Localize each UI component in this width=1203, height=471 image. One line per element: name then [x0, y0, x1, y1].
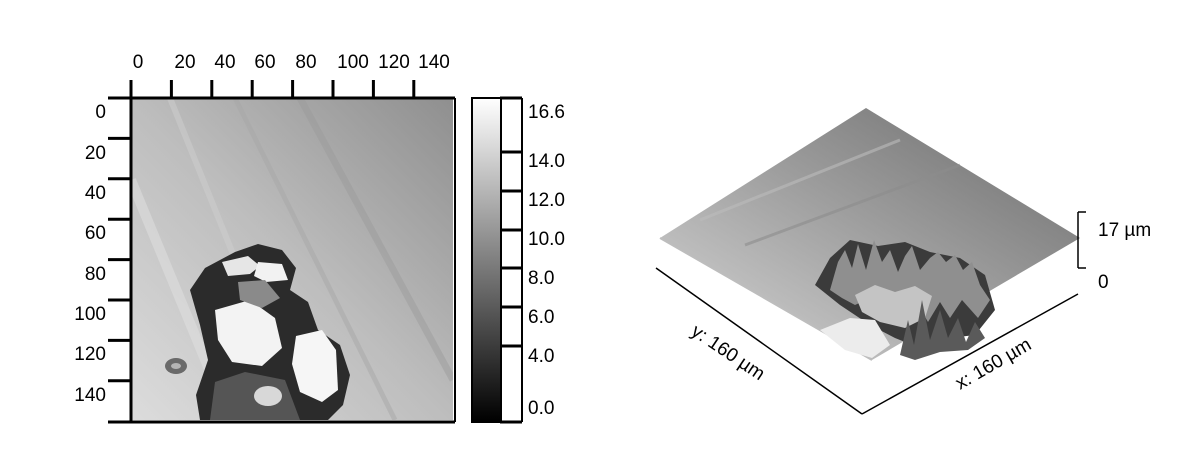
- defect-bright-patch: [215, 300, 282, 366]
- small-pit-core: [171, 363, 181, 369]
- surface-ridge: [744, 163, 961, 247]
- colorbar-tick-label: 6.0: [528, 307, 554, 328]
- z-top-label: 17 µm: [1098, 220, 1151, 241]
- pit-front-lip: [820, 318, 890, 358]
- height-map: 0 20 40 60 80 100 120 140 0 20 40 60 80 …: [74, 52, 456, 424]
- y-tick-label: 40: [85, 183, 106, 204]
- defect-bright-patch: [254, 262, 288, 282]
- colorbar: 16.6 14.0 12.0 10.0 8.0 6.0 4.0 0.0: [471, 96, 565, 424]
- surface-ridge: [699, 138, 901, 222]
- colorbar-tick-label: 12.0: [528, 190, 565, 211]
- y-tick-label: 140: [74, 385, 106, 406]
- colorbar-tick-label: 0.0: [528, 398, 554, 419]
- colorbar-tick-label: 8.0: [528, 268, 554, 289]
- x-axis-line: [861, 293, 1079, 415]
- colorbar-tick-marks: [500, 96, 522, 424]
- colorbar-tick-label: 4.0: [528, 346, 554, 367]
- defect-bright-patch: [222, 256, 260, 276]
- y-tick-label: 80: [85, 264, 106, 285]
- pit-peaks: [830, 240, 990, 322]
- y-axis-label: y: 160 µm: [687, 321, 768, 385]
- x-tick-label: 60: [254, 52, 275, 73]
- pit-spikes: [900, 300, 985, 360]
- surface-streak: [296, 98, 453, 382]
- pit-bright-wall: [855, 285, 932, 328]
- defect-highlight: [254, 386, 282, 406]
- x-tick-label: 140: [418, 52, 450, 73]
- y-axis-line: [655, 267, 863, 415]
- x-tick-label: 80: [295, 52, 316, 73]
- defect-mid-patch: [238, 280, 280, 308]
- y-tick-label: 20: [85, 143, 106, 164]
- y-tick-label: 0: [95, 102, 106, 123]
- colorbar-tick-label: 10.0: [528, 229, 565, 250]
- y-tick-label: 60: [85, 223, 106, 244]
- x-tick-label: 100: [337, 52, 369, 73]
- z-bottom-label: 0: [1098, 272, 1109, 293]
- x-tick-label: 40: [214, 52, 235, 73]
- y-tick-label: 100: [74, 304, 106, 325]
- x-tick-label: 120: [378, 52, 410, 73]
- x-tick-label: 0: [133, 52, 144, 73]
- colorbar-tick-label: 14.0: [528, 151, 565, 172]
- surface-streak: [232, 98, 398, 420]
- x-tick-label: 20: [174, 52, 195, 73]
- y-tick-marks: [108, 96, 131, 383]
- colorbar-gradient: [471, 97, 502, 423]
- defect-bright-patch: [292, 330, 338, 402]
- colorbar-tick-label: 16.6: [528, 102, 565, 123]
- surface-3d-view: y: 160 µm x: 160 µm 17 µm 0: [655, 108, 1151, 415]
- x-tick-marks: [129, 80, 416, 98]
- y-tick-label: 120: [74, 344, 106, 365]
